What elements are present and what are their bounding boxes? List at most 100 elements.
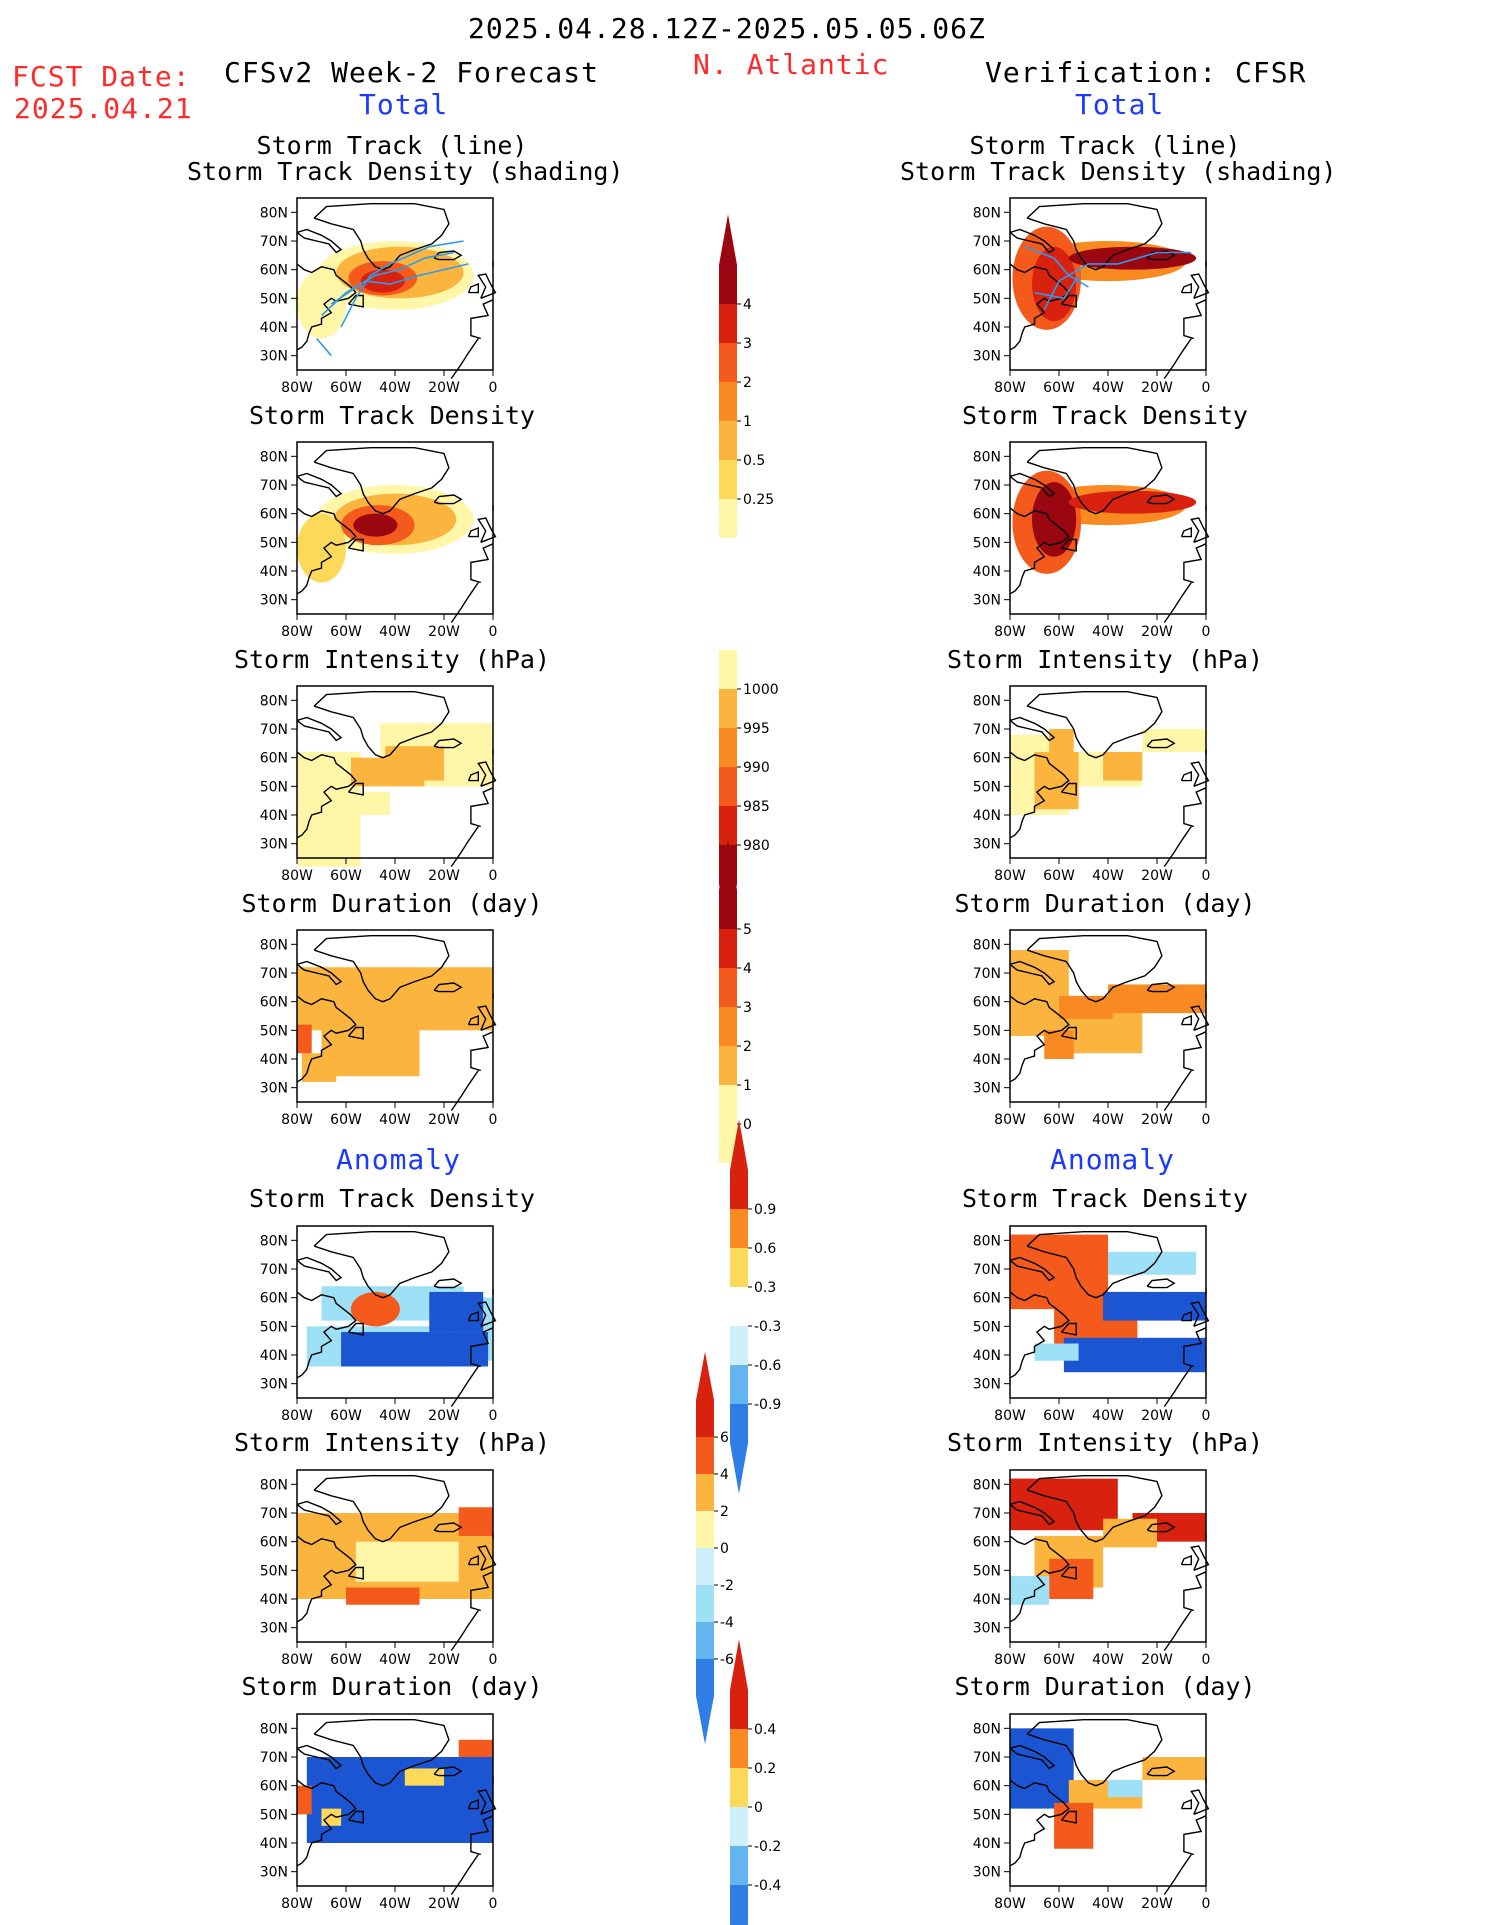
lon-tick-label: 60W bbox=[330, 1408, 362, 1424]
storm-track-line bbox=[1043, 251, 1192, 311]
colorbar-tip bbox=[696, 1351, 714, 1400]
colorbar-label: 5 bbox=[743, 922, 752, 938]
coastline bbox=[433, 494, 463, 505]
coastline bbox=[1163, 1610, 1192, 1651]
lon-tick-label: 80W bbox=[281, 624, 313, 640]
coastline bbox=[1190, 761, 1210, 787]
coastline bbox=[1180, 1310, 1193, 1322]
lon-tick-label: 0 bbox=[1202, 1652, 1211, 1668]
anomaly-cell bbox=[355, 1541, 459, 1582]
coastline bbox=[313, 1230, 450, 1299]
coastline bbox=[1026, 1474, 1163, 1543]
colorbar-swatch bbox=[719, 1085, 737, 1124]
lat-tick-label: 60N bbox=[260, 751, 288, 767]
colorbar-track-density-total: 4 3 2 1 0.5 0.25 bbox=[719, 214, 774, 538]
lon-tick-label: 0 bbox=[1202, 380, 1211, 396]
coastline bbox=[477, 1545, 497, 1571]
coastline bbox=[1180, 770, 1193, 782]
colorbar-swatch bbox=[730, 1404, 748, 1443]
lon-tick-label: 40W bbox=[1092, 1112, 1124, 1128]
colorbar-label: 995 bbox=[743, 721, 770, 737]
lon-tick-label: 0 bbox=[1202, 624, 1211, 640]
colorbar-label: -2 bbox=[720, 1578, 734, 1594]
coastline bbox=[313, 202, 450, 271]
duration-cell bbox=[1108, 984, 1206, 1014]
colorbar-label: 0.4 bbox=[754, 1722, 776, 1738]
coastline bbox=[477, 1005, 497, 1031]
duration-cell bbox=[301, 1053, 337, 1082]
panel-title-intensity-right: Storm Intensity (hPa) bbox=[946, 645, 1264, 674]
lat-tick-label: 30N bbox=[973, 593, 1001, 609]
duration-cell bbox=[1044, 1030, 1074, 1059]
lon-tick-label: 60W bbox=[330, 1112, 362, 1128]
lat-tick-label: 30N bbox=[260, 1081, 288, 1097]
map-panel: 80N 70N 60N 50N 40N 30N 80W 60W 40W 20W 0 bbox=[973, 1713, 1210, 1912]
lon-tick-label: 80W bbox=[281, 1112, 313, 1128]
coastline bbox=[477, 761, 497, 787]
colorbar-tip bbox=[719, 214, 737, 265]
colorbar-label: -6 bbox=[720, 1652, 734, 1668]
colorbar-swatch bbox=[719, 767, 737, 806]
duration-cell bbox=[385, 1001, 420, 1054]
lat-tick-label: 50N bbox=[260, 1319, 288, 1335]
coastline bbox=[1190, 273, 1210, 299]
coastline bbox=[1183, 1031, 1207, 1072]
lat-tick-label: 40N bbox=[973, 808, 1001, 824]
anomaly-cell bbox=[1063, 1337, 1206, 1373]
panel-title-track-shading-right: Storm Track Density (shading) bbox=[900, 157, 1337, 186]
coastline bbox=[470, 1815, 494, 1856]
lat-tick-label: 30N bbox=[260, 1865, 288, 1881]
lat-tick-label: 80N bbox=[260, 1721, 288, 1737]
lon-tick-label: 40W bbox=[1092, 868, 1124, 884]
colorbar-label: 3 bbox=[743, 1000, 752, 1016]
lat-tick-label: 70N bbox=[973, 966, 1001, 982]
colorbar-label: -0.6 bbox=[754, 1358, 781, 1374]
lat-tick-label: 50N bbox=[260, 1023, 288, 1039]
intensity-cell bbox=[1103, 751, 1143, 781]
coastline bbox=[1009, 1291, 1070, 1379]
colorbar-label: 4 bbox=[743, 961, 752, 977]
lat-tick-label: 80N bbox=[973, 1721, 1001, 1737]
panel-title-intensity-left: Storm Intensity (hPa) bbox=[233, 645, 551, 674]
colorbar-swatch bbox=[719, 499, 737, 538]
lon-tick-label: 40W bbox=[1092, 1408, 1124, 1424]
colorbar-swatch bbox=[719, 689, 737, 728]
lon-tick-label: 40W bbox=[379, 1652, 411, 1668]
anomaly-cell bbox=[1108, 1779, 1143, 1798]
lat-tick-label: 70N bbox=[260, 1750, 288, 1766]
lat-tick-label: 60N bbox=[260, 1779, 288, 1795]
lon-tick-label: 20W bbox=[1141, 1112, 1173, 1128]
colorbar-tip bbox=[730, 1443, 748, 1494]
panel-title-track-shading-left: Storm Track Density (shading) bbox=[187, 157, 624, 186]
storm-track-line bbox=[340, 240, 464, 328]
lat-tick-label: 30N bbox=[260, 837, 288, 853]
lon-tick-label: 20W bbox=[1141, 1652, 1173, 1668]
lat-tick-label: 30N bbox=[260, 349, 288, 365]
coastline bbox=[347, 538, 364, 552]
storm-track-line bbox=[315, 337, 332, 357]
lat-tick-label: 30N bbox=[973, 1621, 1001, 1637]
anomaly-cell bbox=[1049, 1558, 1094, 1599]
colorbar-label: 1 bbox=[743, 414, 752, 430]
colorbar-label: 0.2 bbox=[754, 1761, 776, 1777]
lat-tick-label: 40N bbox=[973, 1052, 1001, 1068]
lon-tick-label: 20W bbox=[428, 624, 460, 640]
colorbar-label: -0.3 bbox=[754, 1319, 781, 1335]
coastline bbox=[1026, 202, 1163, 271]
lat-tick-label: 60N bbox=[973, 1535, 1001, 1551]
colorbar-swatch bbox=[719, 806, 737, 845]
lat-tick-label: 70N bbox=[260, 1262, 288, 1278]
coastline bbox=[470, 299, 494, 340]
coastline bbox=[1146, 738, 1176, 749]
colorbar-swatch bbox=[730, 1326, 748, 1365]
fcst-date-value: 2025.04.21 bbox=[14, 92, 193, 125]
coastline bbox=[450, 1070, 479, 1111]
lat-tick-label: 30N bbox=[260, 593, 288, 609]
lat-tick-label: 60N bbox=[973, 1291, 1001, 1307]
colorbar-label: 3 bbox=[743, 336, 752, 352]
lon-tick-label: 60W bbox=[1043, 1652, 1075, 1668]
panel-title-anom-intensity-right: Storm Intensity (hPa) bbox=[946, 1428, 1264, 1457]
lat-tick-label: 80N bbox=[260, 693, 288, 709]
coastline bbox=[450, 826, 479, 867]
coastline bbox=[1026, 1718, 1163, 1787]
